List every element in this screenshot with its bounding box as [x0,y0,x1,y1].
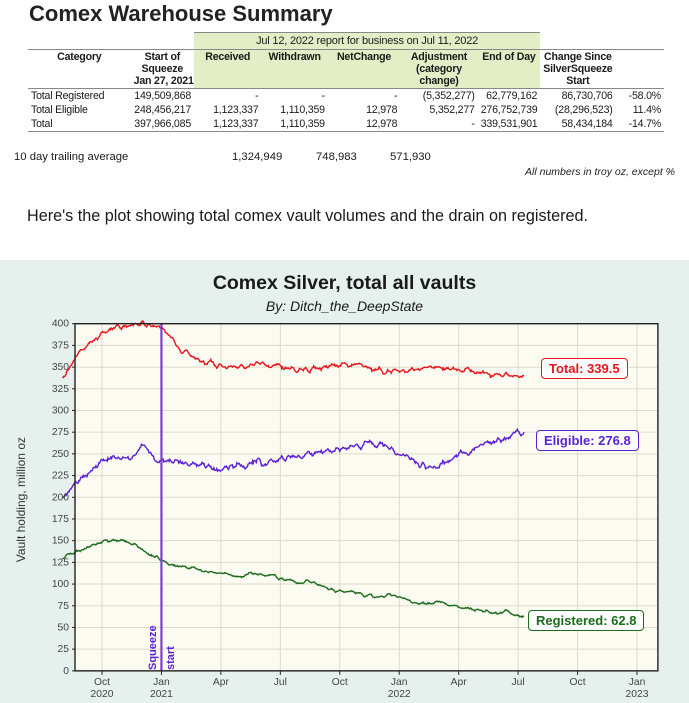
svg-text:Oct: Oct [570,677,586,688]
svg-text:Jul: Jul [274,677,287,688]
svg-text:0: 0 [63,666,69,677]
svg-text:225: 225 [52,471,69,482]
svg-text:275: 275 [52,427,69,438]
svg-text:300: 300 [52,405,69,416]
svg-text:Jul: Jul [512,677,525,688]
svg-text:Jan: Jan [391,677,408,688]
svg-text:250: 250 [52,449,69,460]
svg-text:Apr: Apr [213,677,230,688]
svg-text:325: 325 [52,384,69,395]
svg-text:25: 25 [58,644,70,655]
svg-text:2020: 2020 [91,689,114,700]
svg-text:125: 125 [52,557,69,568]
svg-text:400: 400 [52,319,69,330]
svg-text:2021: 2021 [150,689,173,700]
svg-text:2022: 2022 [388,689,411,700]
svg-text:Apr: Apr [451,677,468,688]
svg-text:50: 50 [58,622,70,633]
svg-text:200: 200 [52,492,69,503]
svg-text:75: 75 [58,601,70,612]
svg-text:Oct: Oct [94,677,110,688]
svg-text:2023: 2023 [626,689,649,700]
svg-text:375: 375 [52,340,69,351]
svg-text:100: 100 [52,579,69,590]
svg-text:Oct: Oct [332,677,348,688]
svg-text:175: 175 [52,514,69,525]
svg-text:Jan: Jan [153,677,170,688]
svg-text:150: 150 [52,536,69,547]
svg-text:350: 350 [52,362,69,373]
svg-text:Jan: Jan [629,677,646,688]
